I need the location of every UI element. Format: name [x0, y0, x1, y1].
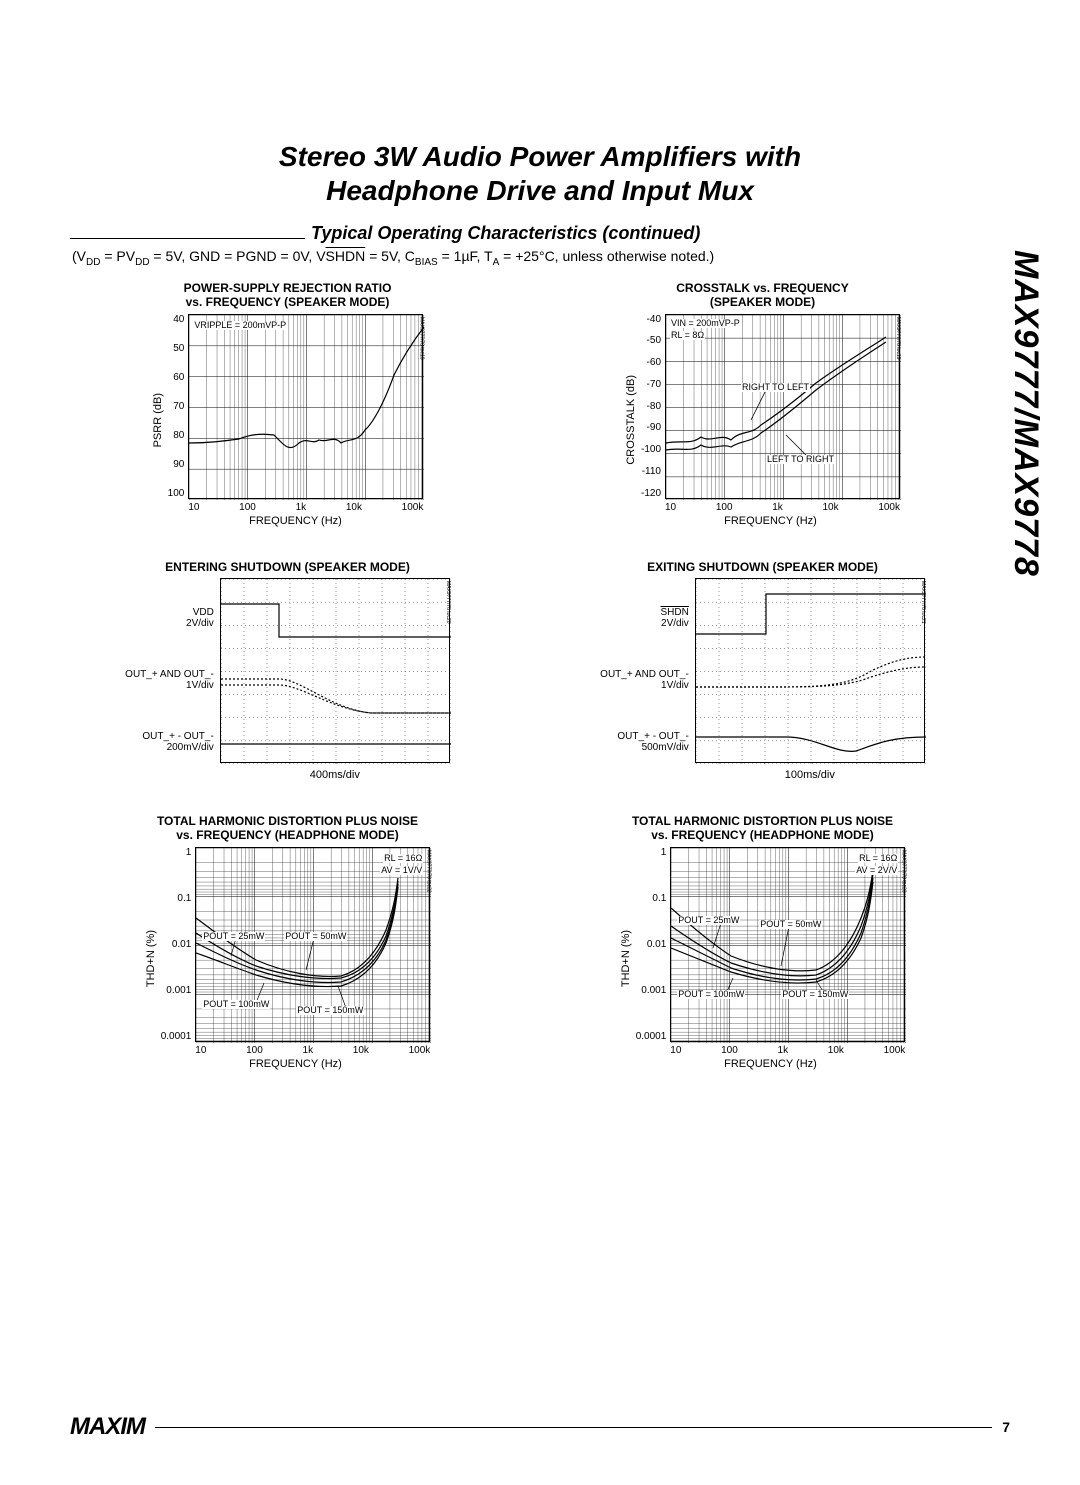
- chart-thd-av2: TOTAL HARMONIC DISTORTION PLUS NOISEvs. …: [555, 815, 970, 1070]
- chart-exit-shutdown: EXITING SHUTDOWN (SPEAKER MODE) SHDN2V/d…: [555, 561, 970, 782]
- chart-thd-av1: TOTAL HARMONIC DISTORTION PLUS NOISEvs. …: [80, 815, 495, 1070]
- page-title: Stereo 3W Audio Power Amplifiers with He…: [70, 140, 1010, 207]
- chart-psrr: POWER-SUPPLY REJECTION RATIOvs. FREQUENC…: [80, 282, 495, 527]
- section-header: Typical Operating Characteristics (conti…: [70, 223, 1010, 244]
- part-number-vertical: MAX9777/MAX9778: [1006, 250, 1045, 577]
- page-footer: MAXIM 7: [70, 1413, 1010, 1441]
- chart-enter-shutdown: ENTERING SHUTDOWN (SPEAKER MODE) VDD2V/d…: [80, 561, 495, 782]
- page-number: 7: [1002, 1419, 1010, 1435]
- section-title: Typical Operating Characteristics (conti…: [311, 223, 700, 244]
- chart-crosstalk: CROSSTALK vs. FREQUENCY(SPEAKER MODE) CR…: [555, 282, 970, 527]
- maxim-logo: MAXIM: [70, 1413, 145, 1441]
- test-conditions: (VDD = PVDD = 5V, GND = PGND = 0V, VSHDN…: [70, 248, 1010, 268]
